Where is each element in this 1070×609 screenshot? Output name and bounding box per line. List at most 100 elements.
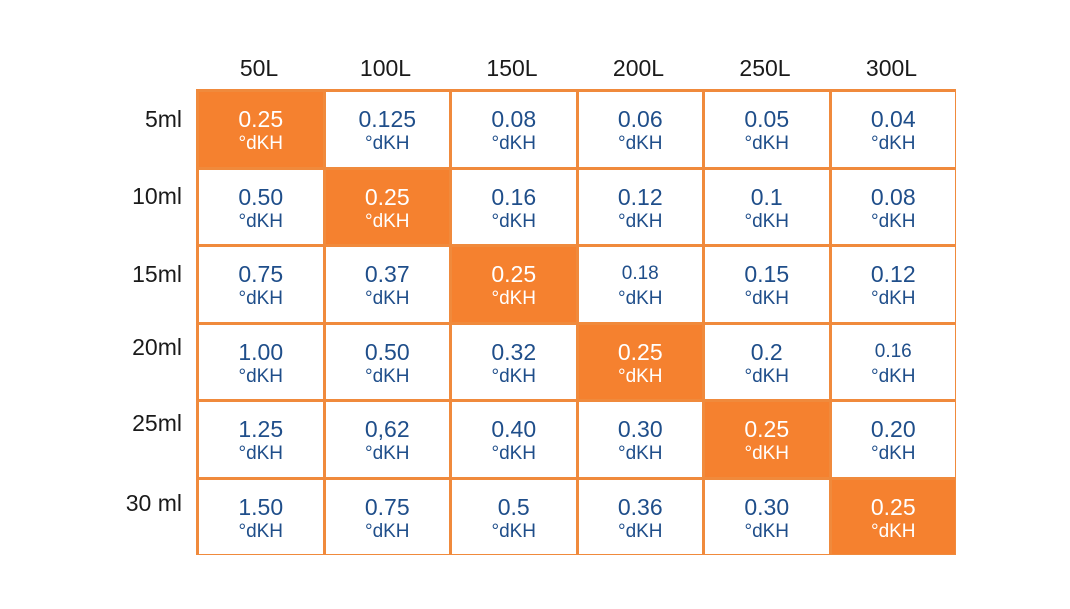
cell-unit: °dKH <box>617 520 663 542</box>
row-header: 30 ml <box>125 490 182 516</box>
table-cell: 0.15 °dKH <box>705 247 829 322</box>
cell-value: 0.25 <box>870 493 916 520</box>
cell-unit: °dKH <box>364 133 410 154</box>
cell-value: 0.25 <box>744 416 790 442</box>
table-cell: 0.16 °dKH <box>452 169 576 244</box>
cell-value: 0.1 <box>750 183 783 210</box>
table-cell: 0.04 °dKH <box>831 92 955 167</box>
cell-unit: °dKH <box>364 443 410 464</box>
cell-unit: °dKH <box>238 365 284 387</box>
cell-unit: °dKH <box>238 288 284 309</box>
column-header: 200L <box>612 55 665 81</box>
cell-value: 0.15 <box>744 261 790 287</box>
cell-unit: °dKH <box>491 133 537 154</box>
cell-value: 0.25 <box>238 106 284 132</box>
row-header: 20ml <box>132 334 182 360</box>
table-cell: 1.00 °dKH <box>199 324 323 399</box>
table-grid: 0.25 °dKH 0.125 °dKH 0.08 °dKH 0.06 °dKH 0.05 °dK… <box>196 89 956 555</box>
cell-value: 0.08 <box>491 106 537 132</box>
cell-value: 0.75 <box>238 261 284 287</box>
cell-unit: °dKH <box>744 210 790 232</box>
cell-value: 0.16 <box>491 183 537 210</box>
column-header: 300L <box>865 55 918 81</box>
cell-unit: °dKH <box>238 443 284 464</box>
cell-unit: °dKH <box>364 365 410 387</box>
cell-value: 0.05 <box>744 106 790 132</box>
row-header: 10ml <box>132 183 182 209</box>
cell-unit: °dKH <box>617 210 663 232</box>
cell-value: 0.37 <box>364 261 410 287</box>
cell-value: 0.2 <box>750 338 783 365</box>
row-header: 25ml <box>132 410 182 436</box>
cell-unit: °dKH <box>870 210 916 232</box>
cell-value: 1.00 <box>238 338 284 365</box>
cell-value: 0.25 <box>491 261 537 287</box>
cell-value: 0.125 <box>358 106 417 132</box>
cell-unit: °dKH <box>364 210 410 232</box>
table-cell: 0.2 °dKH <box>705 324 829 399</box>
cell-unit: °dKH <box>744 288 790 309</box>
column-header: 50L <box>239 55 279 81</box>
cell-unit: °dKH <box>617 443 663 464</box>
table-cell-highlighted: 0.25 °dKH <box>452 247 576 322</box>
cell-value: 0.36 <box>617 493 663 520</box>
table-cell: 0.05 °dKH <box>705 92 829 167</box>
cell-unit: °dKH <box>491 288 537 309</box>
table-cell: 0.50 °dKH <box>199 169 323 244</box>
cell-value: 0.32 <box>491 338 537 365</box>
table-cell-highlighted: 0.25 °dKH <box>831 479 955 554</box>
table-cell: 0.20 °dKH <box>831 402 955 477</box>
cell-value: 0.12 <box>870 261 916 287</box>
table-cell: 0.08 °dKH <box>452 92 576 167</box>
cell-unit: °dKH <box>364 520 410 542</box>
cell-unit: °dKH <box>870 288 916 309</box>
table-cell: 0.50 °dKH <box>325 324 449 399</box>
cell-unit: °dKH <box>491 365 537 387</box>
row-header: 5ml <box>144 106 182 132</box>
cell-value: 0.06 <box>617 106 663 132</box>
cell-unit: °dKH <box>744 133 790 154</box>
cell-value: 0.25 <box>364 183 410 210</box>
cell-value: 0.75 <box>364 493 410 520</box>
table-cell: 0.37 °dKH <box>325 247 449 322</box>
table-cell: 0.32 °dKH <box>452 324 576 399</box>
cell-unit: °dKH <box>744 443 790 464</box>
cell-unit: °dKH <box>238 210 284 232</box>
cell-value: 0.08 <box>870 183 916 210</box>
row-header: 15ml <box>132 261 182 287</box>
table-cell: 0.36 °dKH <box>578 479 702 554</box>
cell-unit: °dKH <box>491 443 537 464</box>
cell-value: 0.40 <box>491 416 537 442</box>
cell-unit: °dKH <box>870 133 916 154</box>
table-cell: 0.18 °dKH <box>578 247 702 322</box>
table-cell: 0.08 °dKH <box>831 169 955 244</box>
column-header: 150L <box>486 55 538 81</box>
column-header: 100L <box>359 55 412 81</box>
table-cell: 0.75 °dKH <box>325 479 449 554</box>
cell-value: 1.25 <box>238 416 284 442</box>
cell-unit: °dKH <box>744 365 790 387</box>
table-cell: 1.25 °dKH <box>199 402 323 477</box>
cell-unit: °dKH <box>617 288 663 309</box>
table-cell: 0,62 °dKH <box>325 402 449 477</box>
cell-value: 0.50 <box>364 338 410 365</box>
table-cell: 0.16 °dKH <box>831 324 955 399</box>
table-cell-highlighted: 0.25 °dKH <box>199 92 323 167</box>
cell-value: 0.18 <box>621 263 659 284</box>
table-cell: 0.30 °dKH <box>705 479 829 554</box>
table-cell: 0.30 °dKH <box>578 402 702 477</box>
cell-unit: °dKH <box>238 520 284 542</box>
table-cell: 0.5 °dKH <box>452 479 576 554</box>
cell-value: 0.30 <box>617 416 663 442</box>
column-header: 250L <box>739 55 791 81</box>
table-cell: 0.06 °dKH <box>578 92 702 167</box>
cell-unit: °dKH <box>870 365 916 387</box>
table-cell: 0.125 °dKH <box>325 92 449 167</box>
table-cell: 0.40 °dKH <box>452 402 576 477</box>
table-cell-highlighted: 0.25 °dKH <box>578 324 702 399</box>
table-cell-highlighted: 0.25 °dKH <box>705 402 829 477</box>
cell-unit: °dKH <box>491 210 537 232</box>
table-cell: 0.12 °dKH <box>831 247 955 322</box>
cell-value: 0.50 <box>238 183 284 210</box>
